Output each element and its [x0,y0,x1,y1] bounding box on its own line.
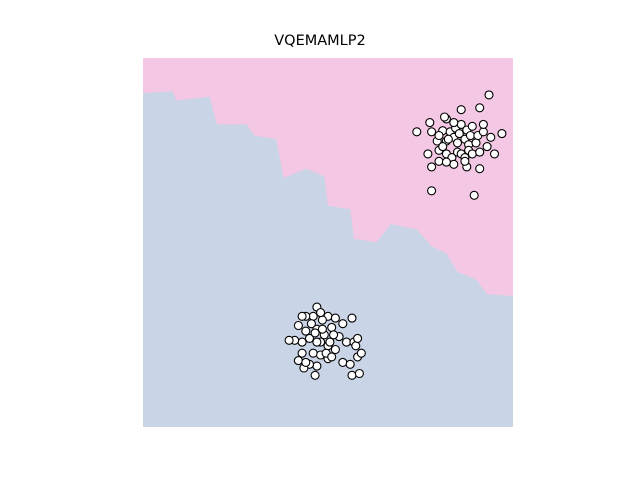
data-point-c1-18 [312,361,322,371]
data-point-c1-27 [297,337,307,347]
data-point-c0-41 [456,105,466,115]
data-point-c1-49 [354,368,364,379]
data-point-c1-22 [293,320,303,331]
data-point-c0-5 [452,138,463,148]
data-point-c0-27 [482,142,492,152]
data-point-c0-35 [412,127,422,137]
data-point-c1-1 [308,311,318,321]
data-point-c1-28 [293,356,303,366]
data-point-c1-14 [341,337,352,347]
data-point-c0-44 [497,129,507,139]
data-point-c1-45 [356,348,366,358]
data-point-c0-46 [443,134,453,144]
data-point-c0-28 [486,132,496,142]
data-point-c1-30 [316,308,326,318]
data-point-c0-51 [460,156,470,166]
data-point-c0-11 [465,130,475,141]
chart-title: VQEMAMLP2 [274,33,366,49]
data-point-c0-43 [489,149,500,159]
data-point-c1-13 [330,344,340,355]
data-point-c1-34 [351,341,361,351]
data-point-c1-50 [312,337,322,347]
data-point-c1-46 [353,333,363,343]
data-point-c1-24 [317,315,327,325]
data-point-c0-36 [427,186,437,196]
data-point-c1-4 [330,313,340,323]
data-point-c1-23 [306,319,316,329]
data-point-c1-43 [338,357,348,367]
data-point-c0-6 [454,129,464,139]
data-point-c0-37 [449,159,459,169]
data-point-c1-36 [284,335,294,345]
data-point-c0-22 [467,149,477,159]
data-point-c1-47 [310,370,320,380]
data-point-c1-15 [308,348,318,358]
data-point-c0-45 [441,157,451,167]
data-point-c0-33 [427,127,437,137]
data-point-c1-21 [301,326,311,336]
data-point-c0-32 [423,149,433,159]
data-point-c0-50 [484,90,494,100]
data-point-c1-26 [329,330,339,340]
data-point-c1-41 [317,324,327,334]
data-point-c0-49 [475,103,485,113]
data-point-c0-25 [475,147,485,157]
data-point-c0-23 [471,138,481,148]
data-point-c0-47 [469,190,479,200]
data-point-c1-44 [345,359,355,369]
data-point-c1-48 [347,370,357,380]
data-point-c1-20 [297,348,307,358]
data-point-c1-37 [310,328,320,338]
data-point-c1-39 [327,352,337,362]
data-point-c1-32 [347,313,357,323]
data-point-c1-10 [304,333,315,343]
data-point-c0-48 [439,112,450,122]
data-point-c0-26 [478,127,488,137]
data-point-c0-30 [434,156,444,166]
data-point-c1-5 [338,319,348,329]
data-point-c0-29 [449,118,459,128]
data-point-c0-34 [425,118,435,128]
data-point-c1-38 [325,337,335,347]
data-point-c1-6 [327,322,337,332]
data-point-c0-39 [475,164,485,174]
decision-region-top [143,58,513,296]
data-points [284,90,507,380]
data-point-c1-40 [301,357,311,367]
data-point-c0-12 [467,121,477,131]
data-point-c1-31 [297,311,307,321]
data-point-c0-31 [427,162,437,172]
data-point-c0-15 [438,142,448,152]
data-point-c0-42 [478,119,488,129]
data-point-c0-52 [434,130,444,141]
